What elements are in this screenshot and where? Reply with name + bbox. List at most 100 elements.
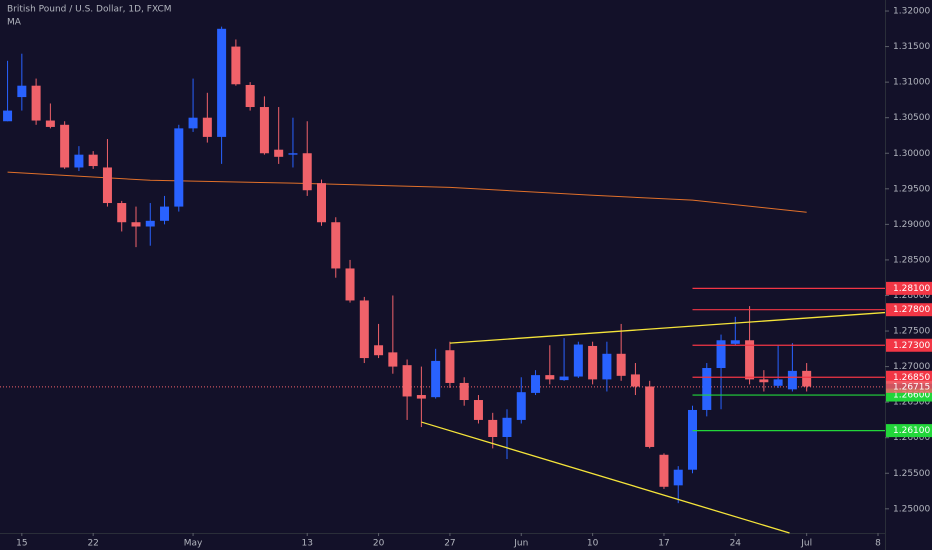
y-tick-label: 1.29500: [893, 184, 930, 194]
candle-body: [359, 300, 369, 359]
candle-body: [31, 85, 41, 121]
candle-body: [88, 154, 98, 167]
candle-body: [131, 222, 141, 227]
candle-body: [274, 149, 284, 157]
y-tick-label: 1.29000: [893, 220, 930, 230]
candle-body: [588, 345, 598, 380]
x-tick-label: 24: [730, 539, 742, 549]
candle-body: [160, 206, 170, 221]
y-tick-label: 1.30500: [893, 113, 930, 123]
candle-body: [616, 353, 626, 376]
candle-body: [259, 107, 269, 154]
candle-body: [3, 110, 13, 122]
chart-title: British Pound / U.S. Dollar, 1D, FXCM: [7, 5, 172, 15]
candle-body: [188, 117, 198, 129]
candle-body: [388, 352, 398, 367]
y-tick-label: 1.32000: [893, 7, 930, 17]
candle-body: [217, 28, 227, 137]
level-label-box: [886, 281, 932, 295]
x-tick-label: 13: [301, 539, 312, 549]
candle-body: [231, 46, 241, 85]
candle-body: [402, 365, 412, 397]
candle-body: [374, 345, 384, 356]
candle-body: [473, 400, 483, 420]
level-label: 1.26850: [893, 373, 930, 383]
y-tick-label: 1.28000: [893, 291, 930, 301]
y-tick-label: 1.26000: [893, 433, 930, 443]
candle-body: [787, 370, 797, 390]
last-price-box: [886, 380, 932, 393]
candle-body: [45, 120, 55, 127]
candle-body: [202, 117, 212, 137]
y-tick-label: 1.31000: [893, 78, 930, 88]
candle-body: [245, 84, 255, 108]
x-tick-label: 20: [373, 539, 385, 549]
candle-body: [502, 417, 512, 437]
y-tick-label: 1.25000: [893, 504, 930, 514]
candle-body: [416, 395, 426, 399]
candle-body: [745, 340, 755, 380]
level-label: 1.26100: [893, 426, 930, 436]
level-label-box: [886, 338, 932, 352]
candle-body: [773, 379, 783, 386]
y-tick-label: 1.27500: [893, 327, 930, 337]
y-tick-label: 1.27000: [893, 362, 930, 372]
x-tick-label: 17: [658, 539, 669, 549]
candle-body: [117, 203, 127, 223]
candle-body: [174, 128, 184, 207]
candle-body: [688, 409, 698, 470]
candle-body: [459, 382, 469, 401]
candle-body: [302, 153, 312, 191]
candle-body: [559, 376, 569, 381]
candle-body: [802, 370, 812, 387]
y-tick-label: 1.30000: [893, 149, 930, 159]
candle-body: [60, 124, 70, 168]
candle-body: [759, 379, 769, 383]
candle-body: [673, 469, 683, 486]
candle-body: [445, 350, 455, 383]
x-tick-label: 15: [16, 539, 27, 549]
candle-body: [331, 222, 341, 269]
candle-body: [531, 375, 541, 393]
candle-body: [545, 375, 555, 380]
candle-body: [288, 153, 298, 155]
candle-body: [645, 386, 655, 447]
y-tick-label: 1.31500: [893, 42, 930, 52]
level-label: 1.26600: [893, 391, 930, 401]
candle-body: [716, 340, 726, 369]
indicator-label: MA: [7, 18, 22, 28]
last-price-label: 1.26715: [893, 382, 930, 392]
y-tick-label: 1.28500: [893, 255, 930, 265]
candle-body: [730, 340, 740, 344]
candle-body: [488, 419, 498, 437]
x-tick-label: May: [184, 539, 203, 549]
candle-body: [316, 183, 326, 223]
candle-body: [431, 360, 441, 398]
candle-body: [102, 167, 112, 204]
x-tick-label: Jun: [513, 539, 528, 549]
candle-body: [74, 154, 84, 168]
candle-body: [630, 374, 640, 387]
level-label-box: [886, 370, 932, 384]
level-label: 1.27300: [893, 341, 930, 351]
candle-body: [573, 344, 583, 377]
y-tick-label: 1.25500: [893, 469, 930, 479]
x-tick-label: 22: [87, 539, 98, 549]
x-tick-label: 27: [444, 539, 455, 549]
x-tick-label: 10: [587, 539, 599, 549]
level-label: 1.28100: [893, 284, 930, 294]
candle-body: [145, 220, 155, 227]
level-label-box: [886, 303, 932, 317]
y-tick-label: 1.26500: [893, 398, 930, 408]
trendline: [421, 421, 790, 534]
trendline: [449, 311, 886, 344]
x-tick-label: 8: [875, 539, 881, 549]
candle-body: [702, 368, 712, 410]
candle-body: [516, 392, 526, 420]
candle-body: [345, 268, 355, 301]
x-tick-label: Jul: [800, 539, 812, 549]
candle-body: [659, 454, 669, 487]
